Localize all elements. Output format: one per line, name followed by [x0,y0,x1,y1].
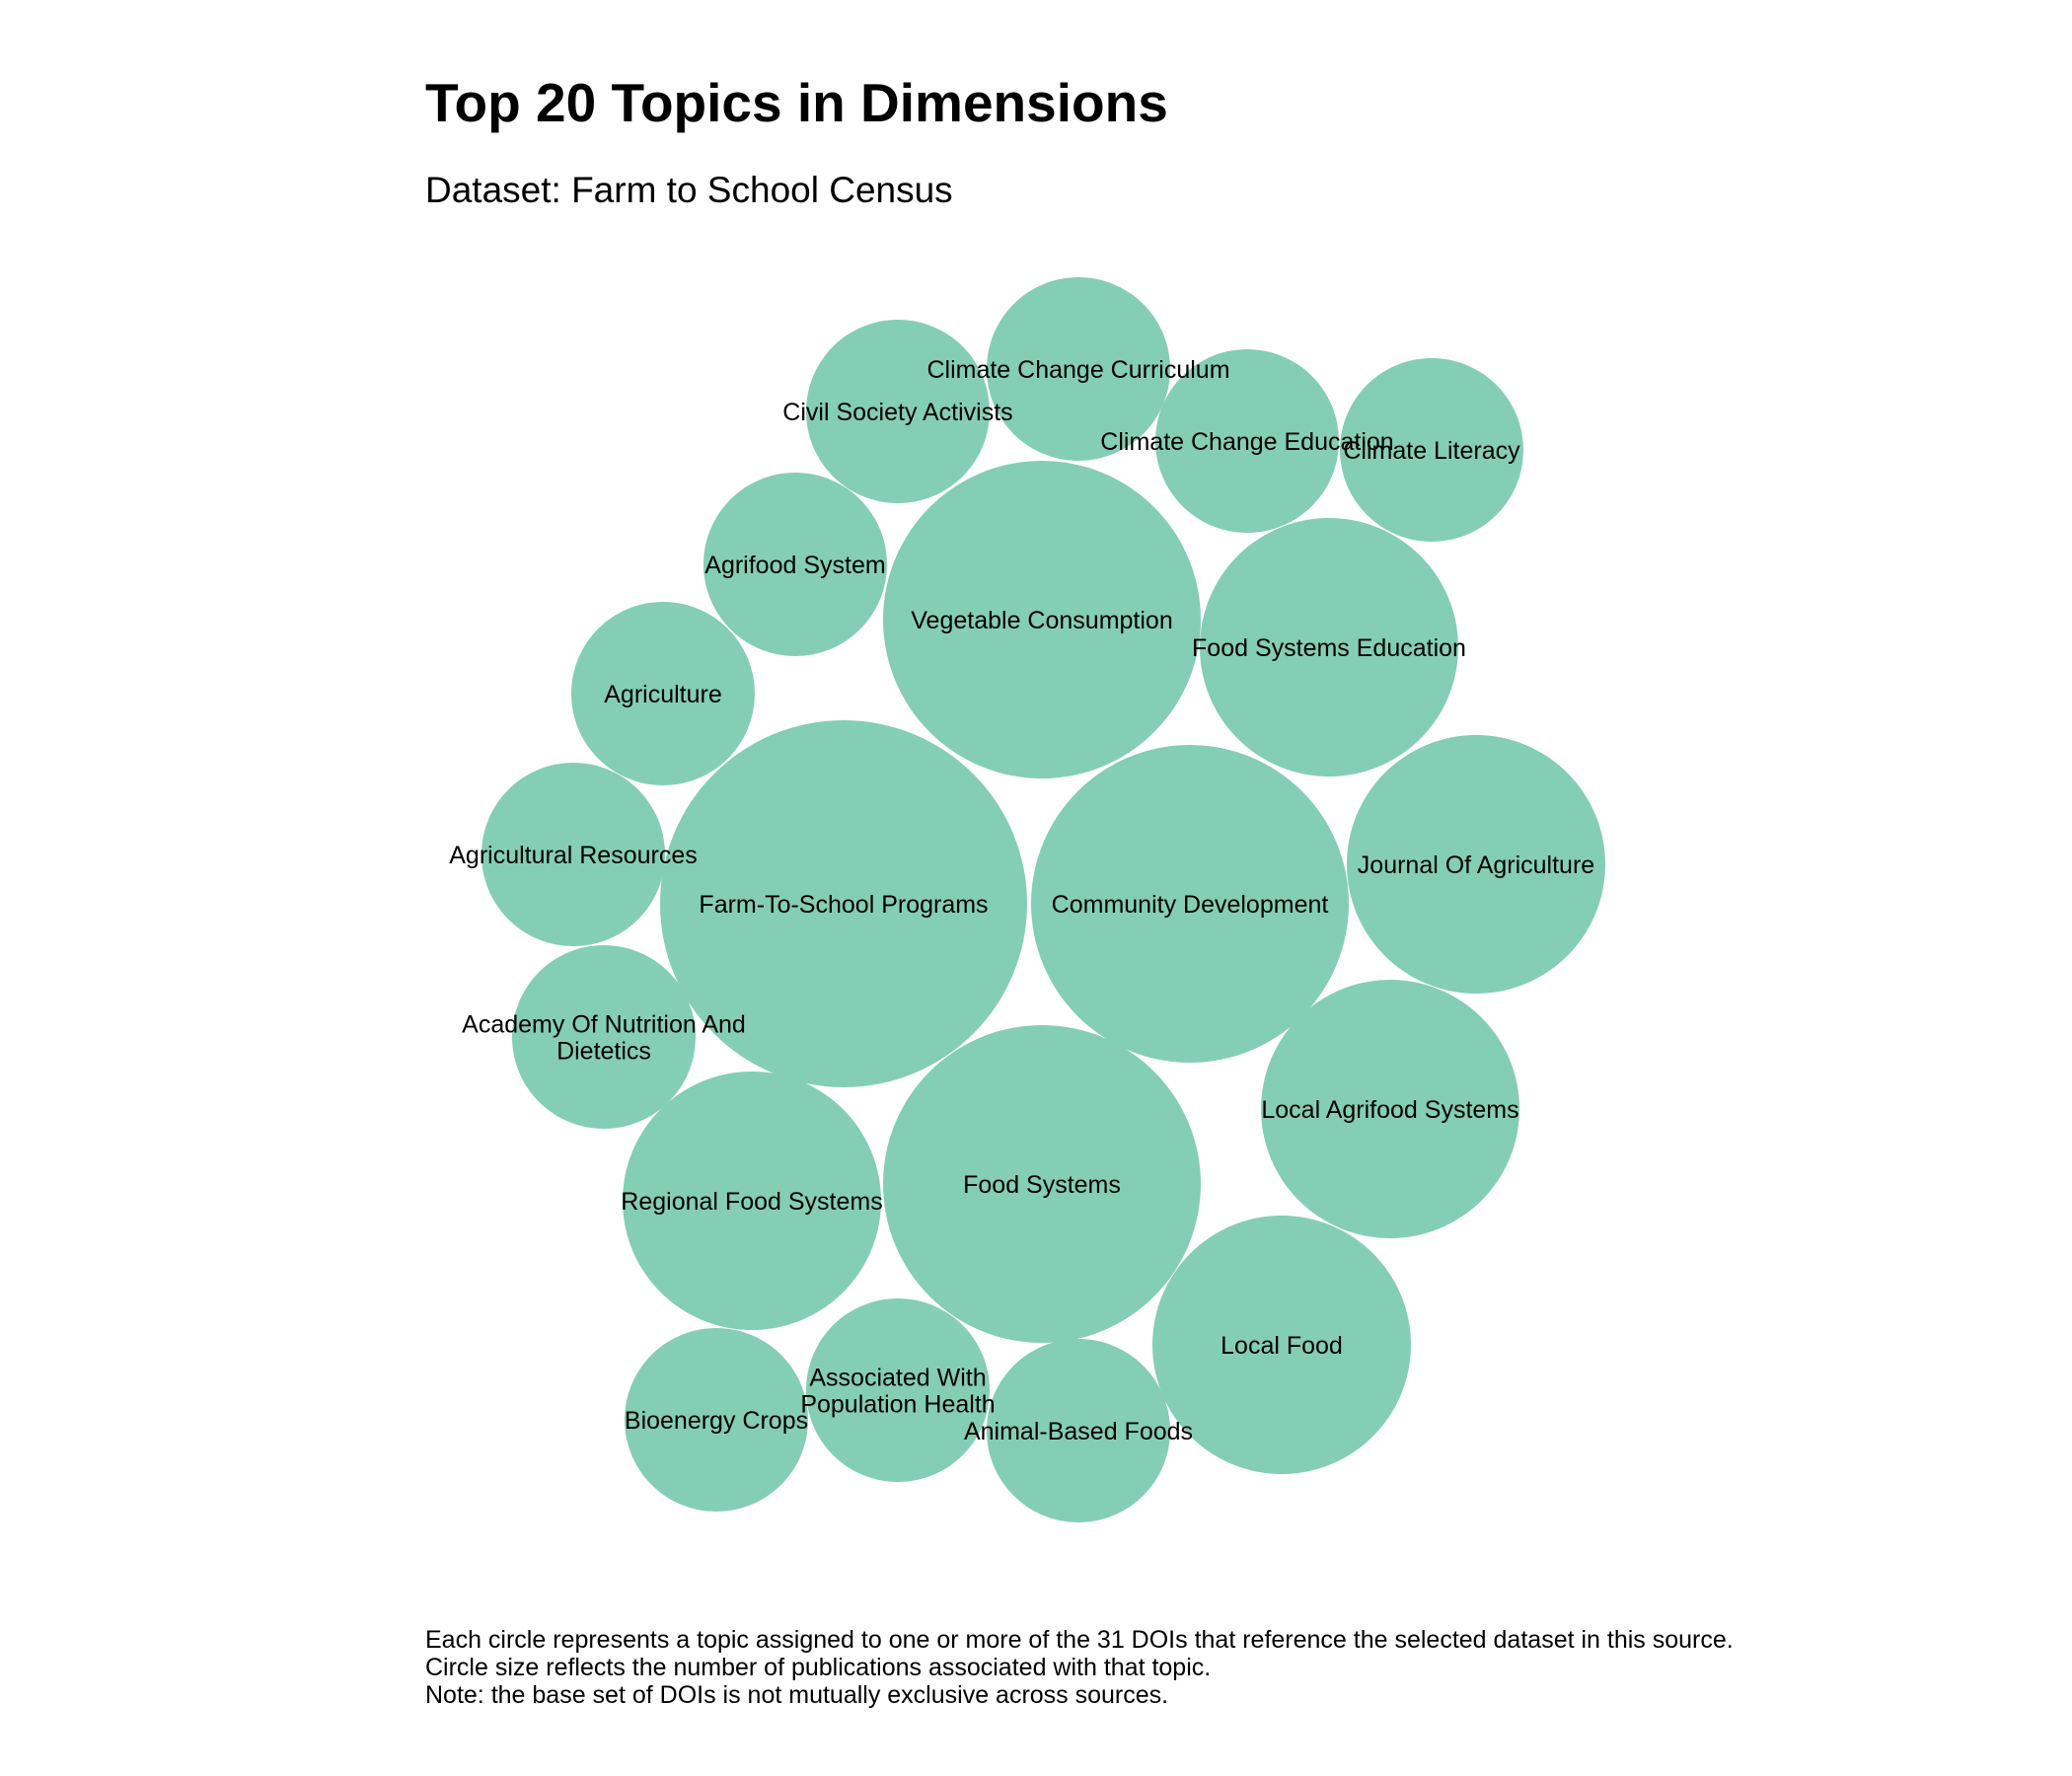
topic-label: Regional Food Systems [621,1188,882,1216]
topic-label: Farm-To-School Programs [699,891,988,919]
topic-label: Food Systems Education [1192,634,1466,662]
topic-label: Population Health [800,1391,995,1419]
topic-bubble[interactable] [883,461,1201,778]
topic-label: Climate Literacy [1343,437,1520,465]
topic-label: Vegetable Consumption [911,607,1172,634]
topic-label: Agricultural Resources [449,842,698,869]
topic-label: Community Development [1052,891,1329,919]
caption-line-3: Note: the base set of DOIs is not mutual… [425,1681,1169,1709]
topic-bubble[interactable] [1152,1216,1411,1474]
topic-label: Animal-Based Foods [964,1418,1193,1445]
topic-label: Agrifood System [704,552,885,579]
topic-label: Local Food [1221,1332,1343,1360]
chart-title: Top 20 Topics in Dimensions [425,72,1168,133]
topic-bubble[interactable] [987,277,1170,461]
caption-line-1: Each circle represents a topic assigned … [425,1626,1734,1654]
topic-bubble[interactable] [625,1328,808,1512]
topic-bubble[interactable] [1347,735,1605,994]
chart-subtitle: Dataset: Farm to School Census [425,170,953,210]
topic-bubble[interactable] [571,602,755,785]
topic-label: Associated With [809,1365,986,1392]
topic-bubble[interactable] [623,1072,881,1330]
topic-bubble[interactable] [481,763,665,946]
topic-label: Climate Change Education [1100,428,1393,456]
topic-label: Climate Change Curriculum [926,356,1229,384]
topic-bubble[interactable] [1340,358,1523,542]
topic-bubble[interactable] [703,473,887,656]
topic-label: Food Systems [963,1171,1121,1199]
topic-label: Journal Of Agriculture [1358,851,1594,879]
topic-bubble[interactable] [883,1025,1201,1343]
topic-bubble[interactable] [987,1339,1170,1522]
topic-bubble[interactable] [1261,980,1519,1238]
topic-bubble[interactable] [806,1298,990,1482]
topic-bubble[interactable] [1155,349,1339,533]
topic-label: Academy Of Nutrition And [462,1011,746,1039]
chart-caption: Each circle represents a topic assigned … [425,1626,1734,1709]
topic-label: Dietetics [556,1038,651,1066]
caption-line-2: Circle size reflects the number of publi… [425,1654,1212,1681]
topic-label: Agriculture [604,681,722,708]
topic-bubble[interactable] [512,945,696,1129]
topic-bubble[interactable] [1031,745,1349,1063]
topic-bubble[interactable] [1200,518,1458,777]
topic-bubble[interactable] [660,720,1027,1087]
topic-label: Civil Society Activists [782,399,1012,426]
topic-label: Local Agrifood Systems [1261,1096,1518,1124]
topic-label: Bioenergy Crops [625,1407,808,1435]
topic-bubble[interactable] [806,320,990,503]
